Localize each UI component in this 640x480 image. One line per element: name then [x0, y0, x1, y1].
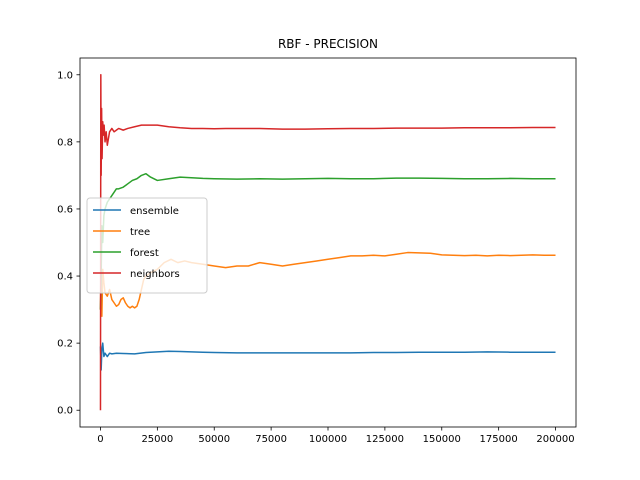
y-tick-label: 0.2 [57, 339, 73, 350]
x-tick-label: 50000 [198, 434, 230, 445]
y-tick-label: 0.8 [57, 137, 73, 148]
x-tick-label: 175000 [480, 434, 518, 445]
y-tick-label: 1.0 [57, 70, 73, 81]
y-tick-label: 0.4 [57, 272, 73, 283]
y-tick-label: 0.0 [57, 406, 73, 417]
legend-label-neighbors: neighbors [130, 269, 180, 280]
y-tick-label: 0.6 [57, 204, 73, 215]
series-line-neighbors [99, 74, 556, 411]
x-tick-label: 125000 [366, 434, 404, 445]
x-tick-label: 150000 [423, 434, 461, 445]
legend-label-ensemble: ensemble [130, 206, 179, 217]
x-tick-label: 75000 [255, 434, 287, 445]
x-tick-label: 25000 [141, 434, 173, 445]
series-line-ensemble [99, 342, 556, 371]
chart-title: RBF - PRECISION [278, 37, 378, 51]
x-axis: 0 25000 50000 75000 100000 125000 150000 175000… [97, 427, 575, 445]
y-axis: 0.0 0.2 0.4 0.6 0.8 1.0 [57, 70, 80, 417]
legend: ensemble tree forest neighbors [86, 197, 208, 294]
x-tick-label: 200000 [536, 434, 574, 445]
legend-box [86, 197, 208, 294]
x-tick-label: 100000 [309, 434, 347, 445]
legend-label-forest: forest [130, 248, 159, 259]
x-tick-label: 0 [97, 434, 103, 445]
legend-label-tree: tree [130, 227, 150, 238]
